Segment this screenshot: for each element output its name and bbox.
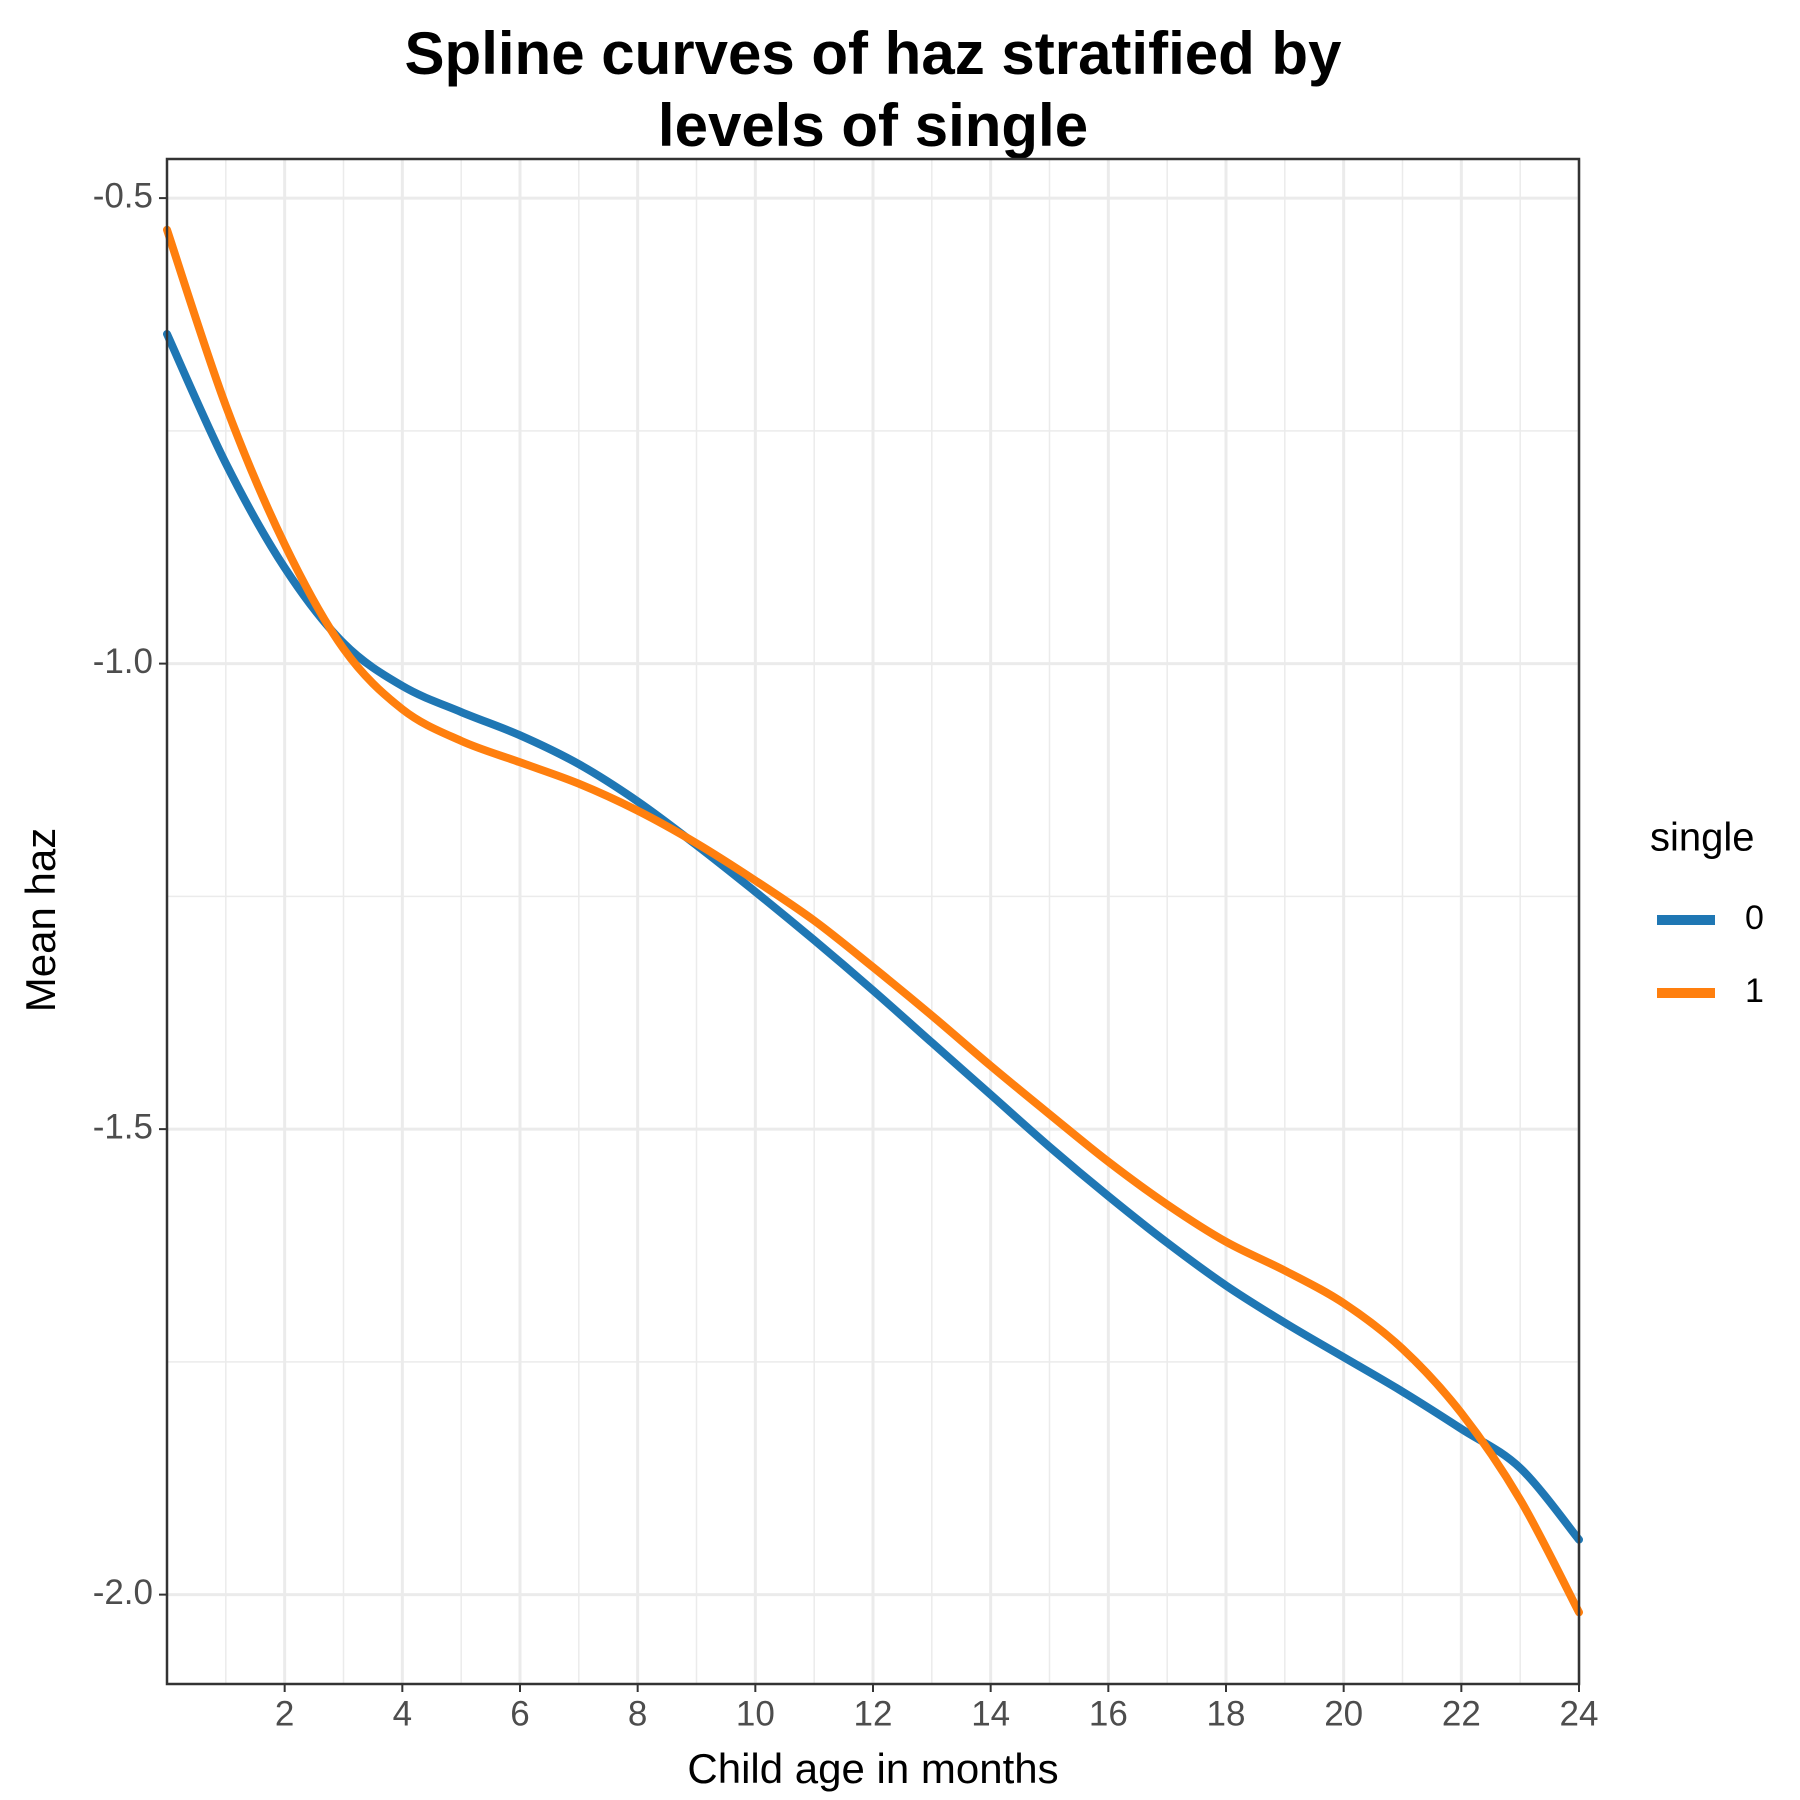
y-tick-label: -2.0 (93, 1573, 153, 1612)
line-series (163, 225, 1583, 1617)
x-tick-label: 10 (736, 1694, 775, 1733)
chart-title: Spline curves of haz stratified by (405, 20, 1343, 87)
x-tick-label: 12 (854, 1694, 893, 1733)
x-tick-label: 20 (1324, 1694, 1363, 1733)
plot-border (165, 157, 1581, 1686)
x-tick-label: 18 (1207, 1694, 1246, 1733)
x-tick-label: 16 (1089, 1694, 1128, 1733)
x-tick-label: 22 (1442, 1694, 1481, 1733)
y-tick-label: -0.5 (93, 176, 153, 215)
x-tick-label: 2 (275, 1694, 294, 1733)
x-tick-label: 6 (510, 1694, 529, 1733)
y-tick-label: -1.0 (93, 642, 153, 681)
x-axis-title: Child age in months (687, 1745, 1058, 1792)
x-tick-label: 8 (628, 1694, 647, 1733)
y-axis-title: Mean haz (17, 828, 64, 1012)
y-tick-label: -1.5 (93, 1107, 153, 1146)
legend-label: 0 (1745, 899, 1764, 937)
line-series (163, 330, 1583, 1544)
x-tick-label: 14 (971, 1694, 1010, 1733)
legend-title: single (1650, 816, 1755, 860)
legend-label: 1 (1745, 972, 1764, 1010)
x-tick-label: 4 (393, 1694, 412, 1733)
x-tick-label: 24 (1560, 1694, 1599, 1733)
chart-title: levels of single (658, 92, 1088, 159)
